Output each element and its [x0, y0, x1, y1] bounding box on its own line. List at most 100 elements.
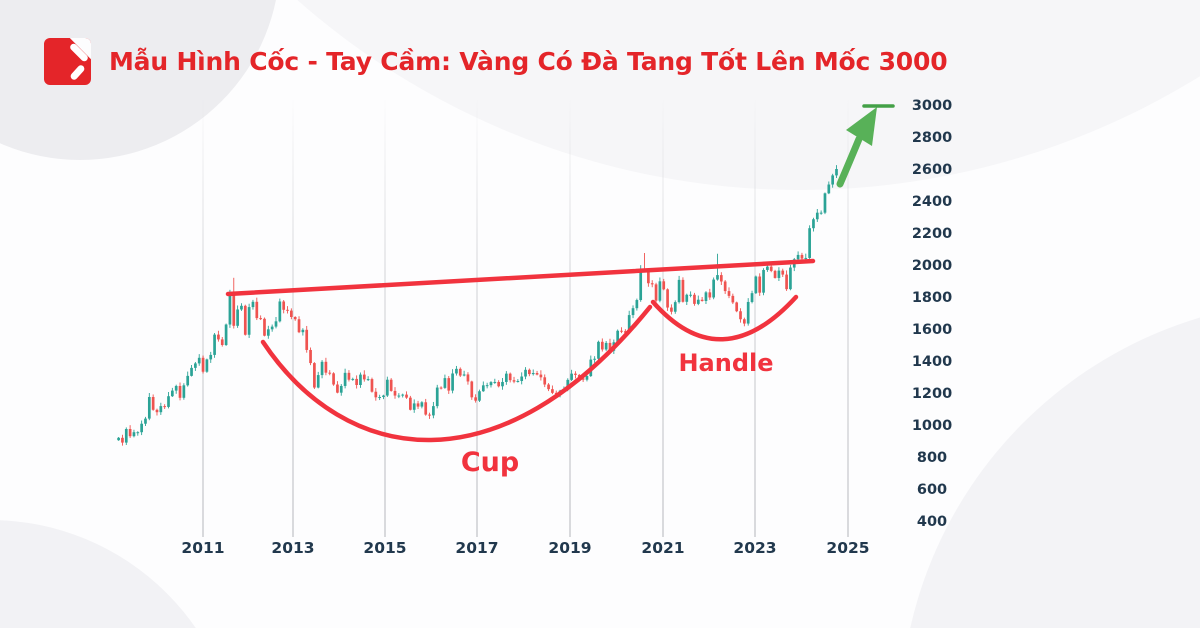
- candle-body: [631, 308, 635, 316]
- candle-body: [401, 394, 405, 396]
- candle-body: [497, 381, 501, 387]
- candle-body: [539, 374, 543, 378]
- candle-body: [301, 329, 305, 333]
- candle-body: [378, 397, 382, 398]
- candle-body: [696, 299, 700, 304]
- candle-body: [623, 331, 627, 333]
- candle-body: [232, 293, 236, 326]
- candle-body: [420, 402, 424, 407]
- candle-body: [700, 299, 704, 301]
- y-axis-label: 1200: [912, 386, 952, 402]
- candle-body: [466, 374, 470, 382]
- candle-body: [547, 384, 550, 390]
- candle-body: [704, 292, 708, 301]
- candle-body: [812, 219, 815, 229]
- candle-body: [670, 307, 673, 312]
- candle-body: [528, 369, 531, 375]
- candle-body: [428, 414, 431, 416]
- candle-body: [432, 406, 435, 416]
- candle-body: [654, 284, 658, 301]
- candle-body: [435, 387, 439, 407]
- candle-body: [508, 373, 512, 381]
- handle-curve: [650, 294, 799, 342]
- candle-body: [263, 318, 266, 336]
- candle-body: [478, 391, 481, 401]
- candle-body: [543, 377, 547, 385]
- candle-body: [217, 334, 220, 340]
- candle-body: [236, 309, 239, 326]
- candle-body: [255, 301, 259, 319]
- candle-body: [240, 305, 243, 310]
- candle-body: [167, 396, 170, 407]
- candle-body: [581, 378, 585, 380]
- y-axis-label: 400: [917, 514, 947, 530]
- candle-body: [213, 334, 216, 355]
- candle-body: [194, 363, 197, 368]
- x-axis-label: 2013: [271, 539, 314, 557]
- candle-body: [393, 390, 397, 396]
- candle-body: [336, 384, 339, 393]
- candle-body: [297, 319, 301, 333]
- candle-body: [485, 385, 489, 387]
- candle-body: [220, 339, 224, 345]
- candle-body: [712, 279, 715, 298]
- candle-body: [731, 295, 735, 303]
- x-axis-label: 2021: [641, 539, 684, 557]
- candle-body: [566, 379, 570, 390]
- candle-body: [159, 406, 163, 413]
- candle-body: [259, 318, 262, 320]
- candle-body: [735, 302, 739, 312]
- candle-body: [416, 403, 420, 407]
- candle-body: [316, 375, 320, 388]
- candle-body: [439, 387, 443, 389]
- candle-body: [600, 341, 604, 350]
- candle-body: [762, 269, 765, 293]
- y-axis-label: 2600: [912, 162, 952, 178]
- candle-body: [320, 361, 324, 376]
- candle-body: [708, 292, 712, 298]
- candle-body: [144, 418, 147, 424]
- candle-body: [585, 376, 589, 380]
- candle-body: [727, 291, 731, 296]
- candle-body: [243, 305, 247, 335]
- candle-body: [182, 385, 186, 398]
- candle-body: [777, 270, 781, 278]
- candle-body: [339, 385, 343, 393]
- candle-body: [551, 389, 554, 393]
- y-axis-label: 600: [917, 482, 947, 498]
- candle-body: [136, 432, 140, 434]
- candle-body: [389, 379, 393, 391]
- candle-body: [147, 397, 151, 419]
- candle-body: [455, 368, 458, 374]
- y-axis-label: 2400: [912, 194, 952, 210]
- logo-pencil-stroke-bottom: [69, 63, 86, 82]
- candle-body: [385, 379, 389, 396]
- candle-body: [362, 374, 366, 380]
- y-axis-label: 1400: [912, 354, 952, 370]
- candle-body: [332, 373, 335, 385]
- candle-body: [343, 372, 347, 386]
- candle-body: [800, 254, 804, 259]
- candle-body: [493, 381, 497, 383]
- cup-annotation-label: Cup: [460, 447, 520, 478]
- candle-body: [823, 193, 827, 213]
- candle-body: [804, 257, 808, 259]
- candle-body: [516, 381, 520, 382]
- candle-body: [504, 373, 508, 382]
- handle-annotation-label: Handle: [678, 349, 774, 377]
- candle-body: [773, 270, 777, 278]
- candle-body: [328, 372, 332, 374]
- y-axis-label: 800: [917, 450, 947, 466]
- candle-body: [597, 341, 600, 359]
- candle-body: [251, 301, 255, 308]
- candle-body: [835, 169, 838, 176]
- candle-body: [121, 437, 124, 443]
- candle-body: [746, 301, 750, 324]
- candle-body: [650, 283, 654, 285]
- candle-body: [769, 266, 773, 271]
- header: Mẫu Hình Cốc - Tay Cầm: Vàng Có Đà Tang …: [44, 38, 948, 85]
- candle-body: [593, 358, 596, 360]
- candle-body: [178, 385, 182, 398]
- candle-body: [205, 359, 209, 372]
- y-axis-label: 3000: [912, 98, 952, 114]
